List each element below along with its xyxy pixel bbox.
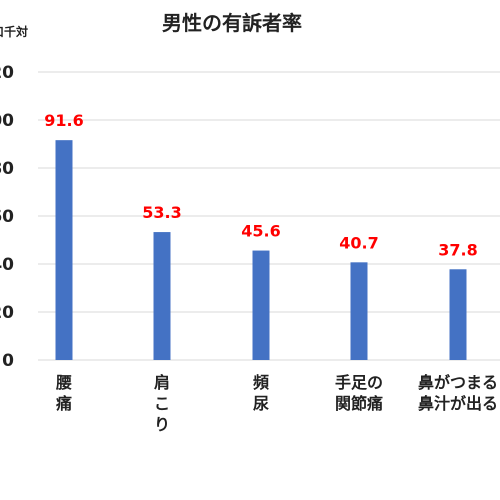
y-unit-label: 口千対: [0, 24, 28, 39]
category-label: 頻: [253, 373, 269, 392]
bar: [153, 232, 171, 360]
category-label: 痛: [55, 394, 72, 413]
bar: [252, 250, 270, 360]
bar: [350, 262, 368, 360]
category-label: 鼻がつまる: [418, 373, 498, 392]
category-label: こ: [154, 394, 170, 413]
category-label: 腰: [56, 373, 72, 392]
category-label: り: [154, 415, 170, 434]
y-tick-label: 100: [0, 111, 14, 131]
y-tick-label: 0: [2, 351, 14, 371]
data-label: 45.6: [241, 222, 280, 241]
bar: [55, 140, 73, 360]
y-tick-label: 20: [0, 303, 14, 323]
y-tick-label: 40: [0, 255, 14, 275]
data-label: 40.7: [339, 233, 378, 252]
category-label: 鼻汁が出る: [418, 394, 498, 413]
category-label: 尿: [253, 394, 269, 413]
category-label: 肩: [154, 373, 170, 392]
data-label: 91.6: [44, 111, 83, 130]
category-label: 手足の: [335, 373, 383, 392]
chart-title: 男性の有訴者率: [162, 11, 302, 35]
y-axis-ticks: 0 20 40 60 80 100 120: [0, 63, 14, 371]
category-label: 関節痛: [335, 394, 383, 413]
y-tick-label: 80: [0, 159, 14, 179]
data-label: 37.8: [438, 240, 477, 259]
y-tick-label: 120: [0, 63, 14, 83]
y-tick-label: 60: [0, 207, 14, 227]
value-labels: 91.6 53.3 45.6 40.7 37.8: [44, 111, 477, 259]
data-label: 53.3: [142, 203, 181, 222]
bar: [449, 269, 467, 360]
bars: [55, 140, 467, 360]
